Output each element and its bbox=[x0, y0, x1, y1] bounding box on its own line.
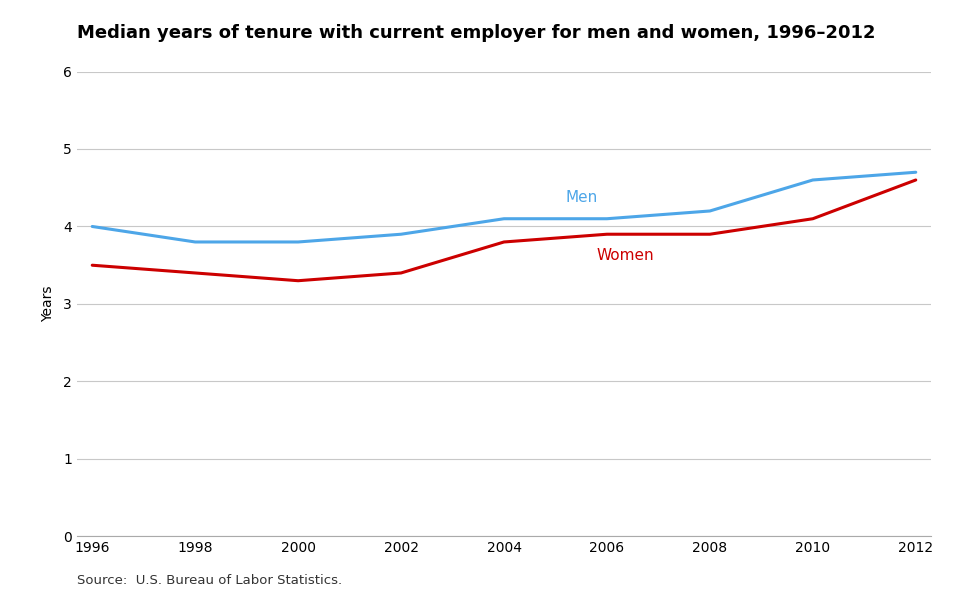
Text: Source:  U.S. Bureau of Labor Statistics.: Source: U.S. Bureau of Labor Statistics. bbox=[77, 574, 342, 587]
Text: Median years of tenure with current employer for men and women, 1996–2012: Median years of tenure with current empl… bbox=[77, 24, 876, 42]
Y-axis label: Years: Years bbox=[40, 285, 55, 322]
Text: Women: Women bbox=[597, 248, 655, 263]
Text: Men: Men bbox=[565, 190, 598, 205]
